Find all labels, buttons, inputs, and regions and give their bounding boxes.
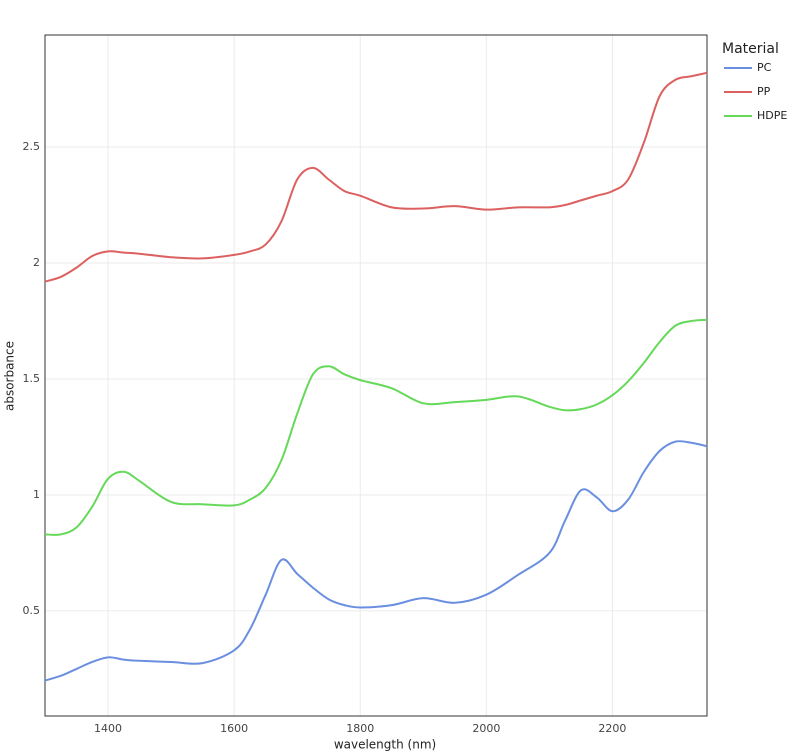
- y-tick-label: 2.5: [23, 140, 41, 153]
- y-tick-label: 1: [33, 488, 40, 501]
- legend-label: PP: [757, 85, 771, 98]
- plot-border: [44, 34, 708, 717]
- x-axis-title: wavelength (nm): [334, 738, 436, 752]
- x-tick-label: 2000: [472, 722, 500, 735]
- legend-label: PC: [757, 61, 772, 74]
- line: [44, 318, 708, 536]
- x-tick-label: 2200: [598, 722, 626, 735]
- y-tick-label: 0.5: [23, 604, 41, 617]
- y-tick-label: 2: [33, 256, 40, 269]
- line: [44, 71, 708, 283]
- legend-title: Material: [722, 41, 779, 57]
- x-tick-label: 1400: [94, 722, 122, 735]
- y-axis-title: absorbance: [3, 341, 17, 411]
- y-tick-label: 1.5: [23, 372, 41, 385]
- x-tick-label: 1800: [346, 722, 374, 735]
- x-tick-label: 1600: [220, 722, 248, 735]
- line: [44, 440, 708, 682]
- legend-label: HDPE: [757, 109, 787, 122]
